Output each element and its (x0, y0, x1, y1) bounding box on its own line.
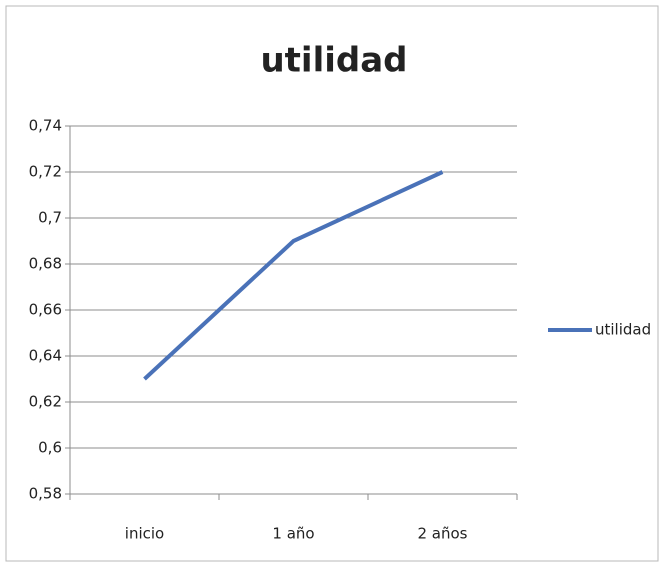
y-tick-label: 0,68 (29, 255, 62, 273)
y-tick-label: 0,7 (38, 209, 62, 227)
chart-border (5, 5, 659, 562)
y-tick-label: 0,66 (29, 301, 62, 319)
chart-title: utilidad (260, 41, 407, 81)
y-tick-label: 0,72 (29, 163, 62, 181)
legend-label: utilidad (595, 321, 651, 339)
y-tick-label: 0,64 (29, 347, 62, 365)
y-tick-label: 0,58 (29, 485, 62, 503)
x-tick-label: 2 años (417, 525, 467, 543)
x-tick-label: 1 año (272, 525, 314, 543)
series-line (143, 170, 444, 381)
x-tick-label: inicio (125, 525, 164, 543)
y-tick-label: 0,6 (38, 439, 62, 457)
y-tick-label: 0,62 (29, 393, 62, 411)
y-tick-label: 0,74 (29, 117, 62, 135)
